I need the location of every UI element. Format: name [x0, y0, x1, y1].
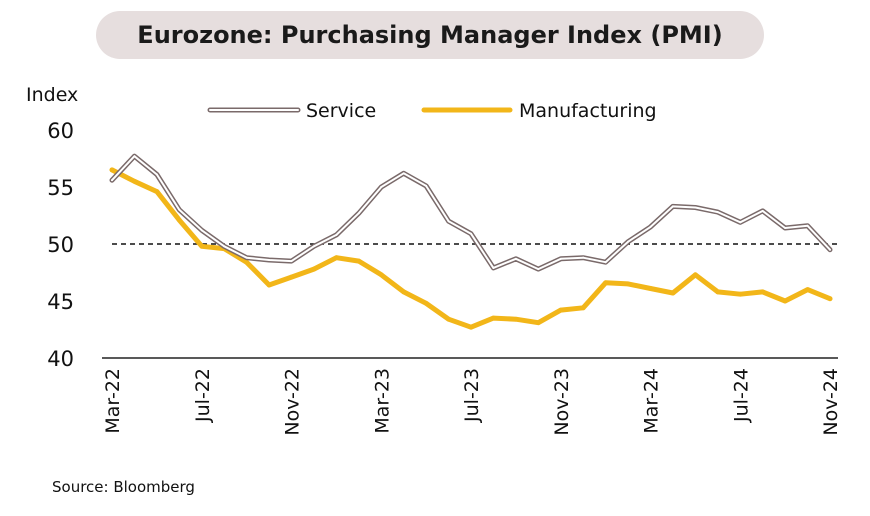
service-point [111, 179, 113, 182]
legend-label-manufacturing: Manufacturing [519, 100, 657, 122]
x-tick-label: Mar-22 [102, 368, 124, 434]
y-tick-label: 45 [47, 290, 74, 314]
service-point [335, 233, 338, 236]
manufacturing-point [356, 258, 362, 264]
manufacturing-point [827, 296, 833, 302]
service-point [627, 240, 630, 243]
manufacturing-point [176, 217, 182, 223]
series-line-service [109, 153, 833, 272]
x-tick-label: Jul-22 [192, 368, 214, 423]
x-tick-label: Nov-22 [282, 368, 304, 436]
service-point [268, 258, 271, 261]
service-point [559, 257, 562, 260]
manufacturing-point [625, 281, 631, 287]
service-point [425, 184, 428, 187]
y-axis-label: Index [26, 84, 78, 106]
manufacturing-point [648, 286, 653, 291]
manufacturing-point [378, 272, 384, 278]
manufacturing-point [468, 324, 474, 330]
manufacturing-point [244, 259, 250, 265]
x-tick-label: Mar-23 [371, 368, 393, 434]
service-point [671, 205, 674, 208]
service-point [380, 186, 383, 188]
x-tick-label: Jul-24 [730, 368, 752, 423]
service-point [155, 173, 158, 176]
x-tick-label: Nov-23 [551, 368, 573, 436]
manufacturing-point [558, 307, 564, 313]
manufacturing-point [692, 272, 698, 278]
manufacturing-point [446, 316, 451, 322]
manufacturing-point [760, 289, 766, 295]
manufacturing-point [535, 320, 541, 326]
manufacturing-point [266, 282, 272, 288]
service-point [582, 256, 585, 259]
service-point [784, 227, 787, 230]
service-point [245, 256, 248, 259]
source-note: Source: Bloomberg [52, 478, 195, 496]
manufacturing-point [199, 243, 205, 249]
manufacturing-point [132, 178, 137, 184]
service-point [537, 268, 540, 271]
chart-title-pill: Eurozone: Purchasing Manager Index (PMI) [96, 11, 764, 59]
manufacturing-point [311, 266, 317, 272]
service-point [604, 261, 607, 264]
service-point [694, 206, 697, 209]
manufacturing-point [109, 167, 115, 173]
manufacturing-point [289, 274, 294, 280]
chart-title: Eurozone: Purchasing Manager Index (PMI) [137, 21, 723, 49]
y-tick-label: 40 [47, 347, 74, 371]
y-tick-label: 50 [47, 233, 74, 257]
manufacturing-point [333, 255, 339, 261]
service-point [447, 220, 450, 223]
manufacturing-point [491, 315, 496, 321]
service-point [200, 229, 203, 232]
y-tick-label: 55 [47, 176, 74, 200]
service-point [178, 208, 181, 211]
manufacturing-point [513, 316, 519, 322]
service-point [133, 155, 136, 158]
manufacturing-point [782, 298, 788, 304]
service-point [492, 266, 495, 269]
manufacturing-point [423, 300, 429, 306]
y-tick-label: 60 [47, 119, 74, 143]
manufacturing-point [603, 280, 609, 286]
x-tick-label: Jul-23 [461, 368, 483, 423]
manufacturing-point [401, 289, 407, 295]
service-point [290, 260, 293, 263]
manufacturing-point [805, 287, 810, 292]
x-tick-label: Mar-24 [641, 368, 663, 434]
x-tick-label: Nov-24 [820, 368, 842, 436]
service-point [312, 245, 315, 248]
service-point [829, 248, 831, 251]
service-point [806, 224, 809, 227]
manufacturing-point [715, 289, 721, 295]
manufacturing-point [580, 305, 586, 311]
service-point [761, 209, 764, 212]
manufacturing-point [670, 290, 676, 296]
service-point [470, 232, 472, 235]
manufacturing-point [154, 189, 160, 194]
service-point [514, 257, 517, 260]
service-point [357, 212, 360, 215]
service-point [402, 172, 405, 175]
manufacturing-point [737, 291, 743, 297]
legend-label-service: Service [306, 100, 376, 122]
service-point [739, 221, 742, 224]
service-point [223, 245, 226, 248]
service-point [649, 225, 652, 228]
series-line-manufacturing [109, 167, 833, 330]
service-point [716, 211, 719, 214]
